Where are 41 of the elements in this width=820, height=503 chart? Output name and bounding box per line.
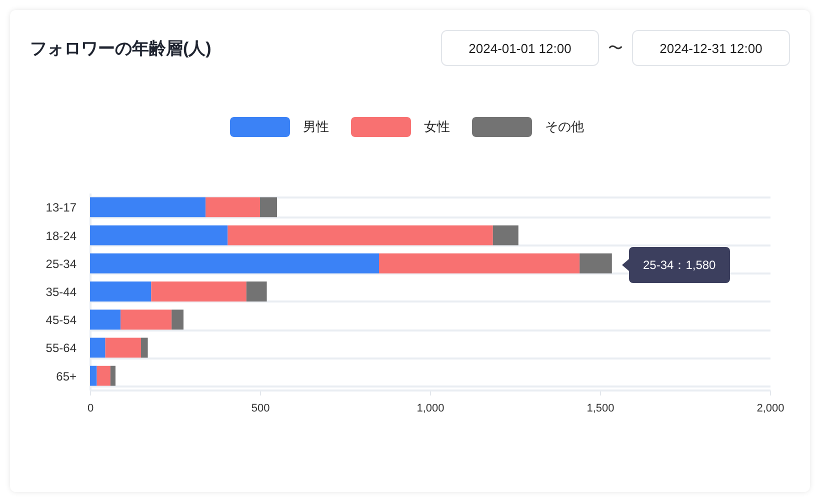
x-tick-label: 2,000 (756, 402, 784, 414)
y-tick-label: 13-17 (46, 200, 77, 215)
bar (120, 310, 172, 330)
bar (379, 253, 580, 274)
y-tick-label: 18-24 (46, 228, 77, 243)
bar (172, 310, 184, 330)
text: 〜 (608, 38, 623, 58)
legend-label: 男性 (303, 119, 329, 134)
y-tick-label: 45-54 (46, 313, 77, 328)
bar (90, 366, 97, 386)
y-tick-label: 65+ (56, 369, 76, 384)
bar (141, 338, 148, 358)
bar (90, 282, 152, 302)
bar (110, 366, 116, 386)
bar (151, 282, 246, 302)
bar (90, 197, 206, 218)
x-tick-label: 0 (87, 402, 94, 414)
bar (96, 366, 110, 386)
bar (206, 197, 260, 218)
x-tick-label: 1,500 (586, 402, 614, 414)
bar (90, 253, 379, 274)
y-tick-label: 55-64 (46, 341, 77, 356)
bar (260, 197, 277, 218)
legend-label: 女性 (424, 119, 450, 134)
x-tick-label: 1,000 (416, 402, 444, 414)
bar (580, 253, 612, 274)
bar (492, 225, 518, 246)
bar (90, 225, 228, 246)
bar (90, 310, 121, 330)
x-tick-label: 500 (251, 402, 270, 414)
date-field: 2024-01-01 12:00 (441, 30, 599, 66)
bar (246, 282, 267, 302)
y-tick-label: 25-34 (46, 256, 77, 271)
bar (105, 338, 141, 358)
tooltip: 25-34：1,580 (622, 247, 730, 283)
bar (90, 338, 106, 358)
bar (228, 225, 493, 246)
date-field: 2024-12-31 12:00 (632, 30, 790, 66)
y-tick-label: 35-44 (46, 285, 77, 299)
legend-label: その他 (545, 119, 584, 134)
chart-title: フォロワーの年齢層(人) (30, 38, 212, 60)
